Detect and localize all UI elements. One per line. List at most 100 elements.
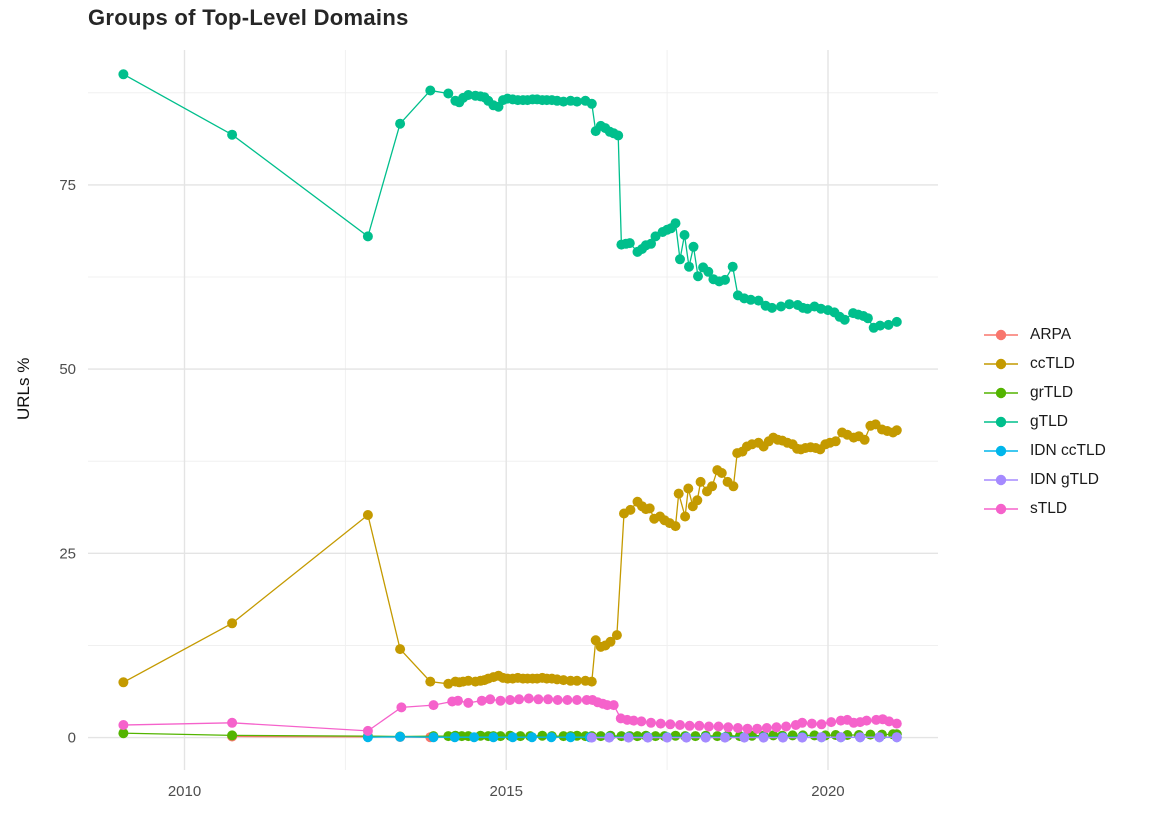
data-point [690,731,701,742]
data-point [776,301,786,312]
data-point [703,721,714,732]
data-point [505,695,516,705]
data-point [797,732,808,743]
data-point [572,675,582,686]
data-point [859,434,870,445]
data-point [395,644,406,655]
data-point [835,732,846,743]
data-point [395,731,406,742]
data-point [742,723,753,734]
data-point [227,717,238,728]
data-point [650,731,661,742]
data-point [227,129,238,140]
data-point [771,722,782,733]
legend-label: IDN ccTLD [1030,441,1106,459]
legend-marker-icon [984,445,1018,456]
data-point [797,717,808,728]
data-point [428,700,439,711]
chart-title: Groups of Top-Level Domains [88,5,409,30]
data-point [463,697,474,708]
data-point [655,718,666,729]
data-point [712,731,723,742]
data-point [781,721,792,732]
data-point [884,716,895,727]
legend-label: ARPA [1030,325,1072,343]
data-point [514,694,525,705]
data-point [624,238,635,249]
legend-marker-icon [984,387,1018,398]
data-point [700,732,711,743]
data-point [816,732,827,743]
legend-marker-icon [984,358,1018,369]
legend-label: grTLD [1030,383,1074,401]
data-point [425,85,436,96]
data-point [670,218,681,229]
data-point [495,695,506,706]
data-point [816,719,827,730]
data-point [362,510,373,520]
data-point [716,468,727,478]
legend-marker-icon [984,416,1018,427]
series-line [123,73,898,329]
legend-label: gTLD [1030,412,1068,430]
data-point [670,730,681,741]
data-point [865,729,876,740]
data-point [713,721,724,732]
legend-marker-icon [984,329,1018,340]
y-tick-label: 75 [59,177,76,194]
data-point [694,720,705,731]
x-tick-label: 2020 [811,783,844,800]
data-point [646,238,656,249]
data-point [732,723,743,733]
data-point [572,96,582,107]
data-point [118,720,129,730]
data-point [753,295,764,306]
data-point [613,130,624,141]
data-point [644,503,655,514]
data-point [565,732,576,743]
data-point [826,717,837,728]
data-point [396,702,407,713]
data-point [227,730,238,741]
data-point [507,732,518,743]
data-point [362,725,373,736]
data-point [586,98,597,109]
data-point [572,695,582,705]
y-tick-label: 50 [59,361,76,378]
data-point [723,722,734,733]
data-point [739,732,750,743]
legend-item-arpa: ARPA [983,320,1106,349]
data-point [720,274,730,285]
data-point [533,694,544,705]
data-point [611,630,622,641]
data-point [891,732,902,743]
x-tick-label: 2015 [490,783,523,800]
data-point [527,732,537,743]
data-point [752,723,763,734]
data-point [692,495,703,506]
data-point [883,319,894,330]
data-point [428,732,439,743]
data-point [681,732,692,743]
legend: ARPA ccTLD grTLD gTLD IDN ccTLD IDN gTLD sTLD [983,320,1106,523]
legend-label: sTLD [1030,499,1068,517]
series-cctld [118,419,902,689]
legend-item-grtld: grTLD [983,378,1106,407]
data-point [728,481,739,492]
data-point [562,695,573,705]
data-point [874,732,885,743]
legend-item-stld: sTLD [983,494,1106,523]
legend-label: ccTLD [1030,354,1075,372]
data-point [675,720,685,730]
data-point [515,731,526,742]
data-point [604,732,615,743]
data-point [443,88,454,99]
data-point [875,320,886,331]
data-point [395,118,406,129]
data-point [683,483,694,494]
data-point [595,731,606,742]
data-point [628,715,639,726]
y-tick-label: 25 [59,545,76,562]
data-point [777,732,788,743]
